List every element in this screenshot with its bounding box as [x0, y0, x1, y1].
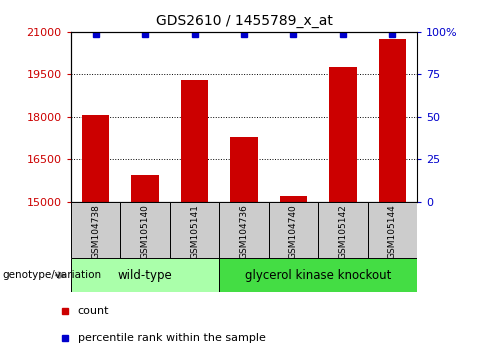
Text: GSM104738: GSM104738	[91, 205, 100, 259]
Text: GSM105144: GSM105144	[388, 205, 397, 259]
Text: GSM104740: GSM104740	[289, 205, 298, 259]
Bar	[318, 202, 368, 258]
Bar	[379, 39, 406, 202]
Bar	[219, 258, 417, 292]
Bar	[181, 80, 208, 202]
Title: GDS2610 / 1455789_x_at: GDS2610 / 1455789_x_at	[156, 14, 332, 28]
Bar	[71, 258, 219, 292]
Bar	[120, 202, 170, 258]
Text: wild-type: wild-type	[118, 269, 172, 282]
Bar	[280, 196, 307, 202]
Bar	[71, 202, 120, 258]
Bar	[131, 175, 159, 202]
Text: genotype/variation: genotype/variation	[2, 270, 102, 280]
Text: percentile rank within the sample: percentile rank within the sample	[78, 333, 265, 343]
Text: GSM104736: GSM104736	[240, 205, 248, 259]
Bar	[219, 202, 269, 258]
Bar	[170, 202, 219, 258]
Bar	[82, 115, 109, 202]
Bar	[329, 67, 357, 202]
Text: count: count	[78, 306, 109, 316]
Bar	[230, 137, 258, 202]
Text: GSM105142: GSM105142	[339, 205, 347, 259]
Text: GSM105141: GSM105141	[190, 205, 199, 259]
Bar	[368, 202, 417, 258]
Text: GSM105140: GSM105140	[141, 205, 149, 259]
Bar	[269, 202, 318, 258]
Text: glycerol kinase knockout: glycerol kinase knockout	[245, 269, 391, 282]
